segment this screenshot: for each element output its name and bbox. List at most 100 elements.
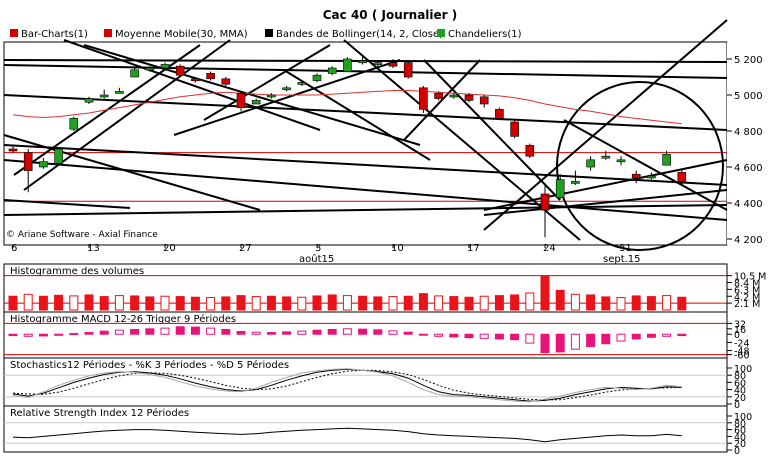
sub-bar [449, 333, 459, 338]
price-axis-bg [727, 42, 778, 245]
sub-ytick-label: 100 [734, 412, 752, 423]
sub-bar [175, 326, 185, 335]
sub-bar [388, 296, 398, 311]
sub-bar [114, 329, 124, 335]
sub-bar [266, 332, 276, 335]
sub-bar [221, 328, 231, 335]
sub-bar [510, 294, 520, 311]
sub-bar [616, 297, 626, 311]
sub-bar [190, 326, 200, 335]
trendline [563, 119, 728, 211]
sub-bar [266, 295, 276, 311]
trendline [423, 59, 561, 201]
sub-bar [282, 296, 292, 311]
candle-body [388, 62, 398, 67]
sub-bar [646, 333, 656, 338]
candle-body [251, 100, 261, 105]
sub-bar [570, 293, 580, 311]
sub-bar [84, 294, 94, 311]
sub-ytick-label: 80 [734, 371, 746, 382]
candle-body [312, 74, 322, 81]
sub-ytick-label: 20 [734, 439, 746, 450]
sub-ytick-label: 0 [734, 446, 740, 455]
sub-bar [631, 333, 641, 340]
sub-bar [662, 333, 672, 337]
candle-body [419, 87, 428, 110]
sub-bar [601, 333, 611, 345]
trendline [3, 199, 131, 209]
legend-swatch [10, 29, 18, 37]
month-label: août15 [299, 253, 334, 265]
x-tick-label: 17 [467, 243, 480, 254]
candle-body [525, 145, 535, 157]
sub-bar [677, 333, 687, 337]
candle-body [449, 94, 459, 98]
candle-body [282, 87, 291, 91]
sub-bar [130, 328, 140, 335]
price-ytick-label: 4 600 [734, 163, 763, 174]
sub-bar [373, 296, 383, 311]
candle-body [586, 159, 595, 168]
sub-bar [494, 295, 504, 311]
sub-bar [418, 293, 428, 311]
candle-body [464, 94, 474, 101]
sub-bar [586, 333, 596, 347]
trendline [203, 44, 331, 121]
candle-body [540, 193, 550, 211]
candle-body [373, 62, 383, 65]
candle-body [327, 67, 337, 74]
x-tick-label: 27 [239, 243, 252, 254]
trendline [3, 159, 728, 221]
sub-bar [23, 293, 33, 311]
sub-ytick-label: -48 [734, 347, 750, 358]
legend: Bar-Charts(1) Moyenne Mobile(30, MMA) Band… [10, 29, 522, 40]
sub-ytick-label: 80 [734, 419, 746, 430]
sub-panel-frame [3, 357, 728, 407]
sub-bar [54, 333, 64, 336]
sub-ytick-label: 16 [734, 325, 746, 336]
x-tick-label: 24 [543, 243, 556, 254]
candle-body [191, 78, 200, 82]
sub-bar [236, 331, 246, 335]
sub-bar [631, 295, 641, 311]
sub-series-line [12, 427, 682, 443]
sub-ytick-label: -60 [734, 351, 750, 362]
moving-average-line [12, 90, 682, 125]
sub-ytick-label: 60 [734, 378, 746, 389]
trendline [173, 59, 401, 136]
candle-body [495, 109, 504, 119]
candle-body [343, 58, 352, 72]
price-ytick-label: 5 200 [734, 55, 763, 66]
candle-body [358, 60, 367, 64]
price-ytick-label: 5 000 [734, 91, 763, 102]
candle-body [84, 98, 94, 103]
legend-label: Moyenne Mobile(30, MMA) [115, 29, 248, 40]
legend-swatch [265, 29, 273, 37]
candle-body [510, 121, 519, 137]
sub-bar [601, 296, 611, 311]
sub-bar [342, 295, 352, 311]
sub-bar [54, 294, 64, 311]
sub-bar [540, 275, 550, 311]
sub-ytick-label: 40 [734, 432, 746, 443]
price-ytick-label: 4 400 [734, 199, 763, 210]
sub-bar [540, 333, 550, 354]
sub-bar [358, 328, 368, 335]
candle-body [115, 91, 124, 94]
x-tick-label: 13 [87, 243, 100, 254]
sub-bar [114, 295, 124, 311]
sub-bar [677, 296, 687, 311]
legend-label: Bar-Charts(1) [21, 29, 88, 40]
sub-bar [145, 296, 155, 311]
sub-ytick-label: 32 [734, 319, 746, 330]
sub-ytick-label: 4.2 M [734, 292, 760, 303]
candle-body [54, 148, 63, 164]
sub-bar [38, 295, 48, 311]
sub-bar [38, 333, 48, 337]
trendline [283, 69, 431, 161]
sub-bar [464, 333, 474, 339]
sub-ytick-label: 100 [734, 364, 752, 375]
sub-bar [403, 331, 413, 335]
sub-ytick-label: 2.1 M [734, 299, 760, 310]
